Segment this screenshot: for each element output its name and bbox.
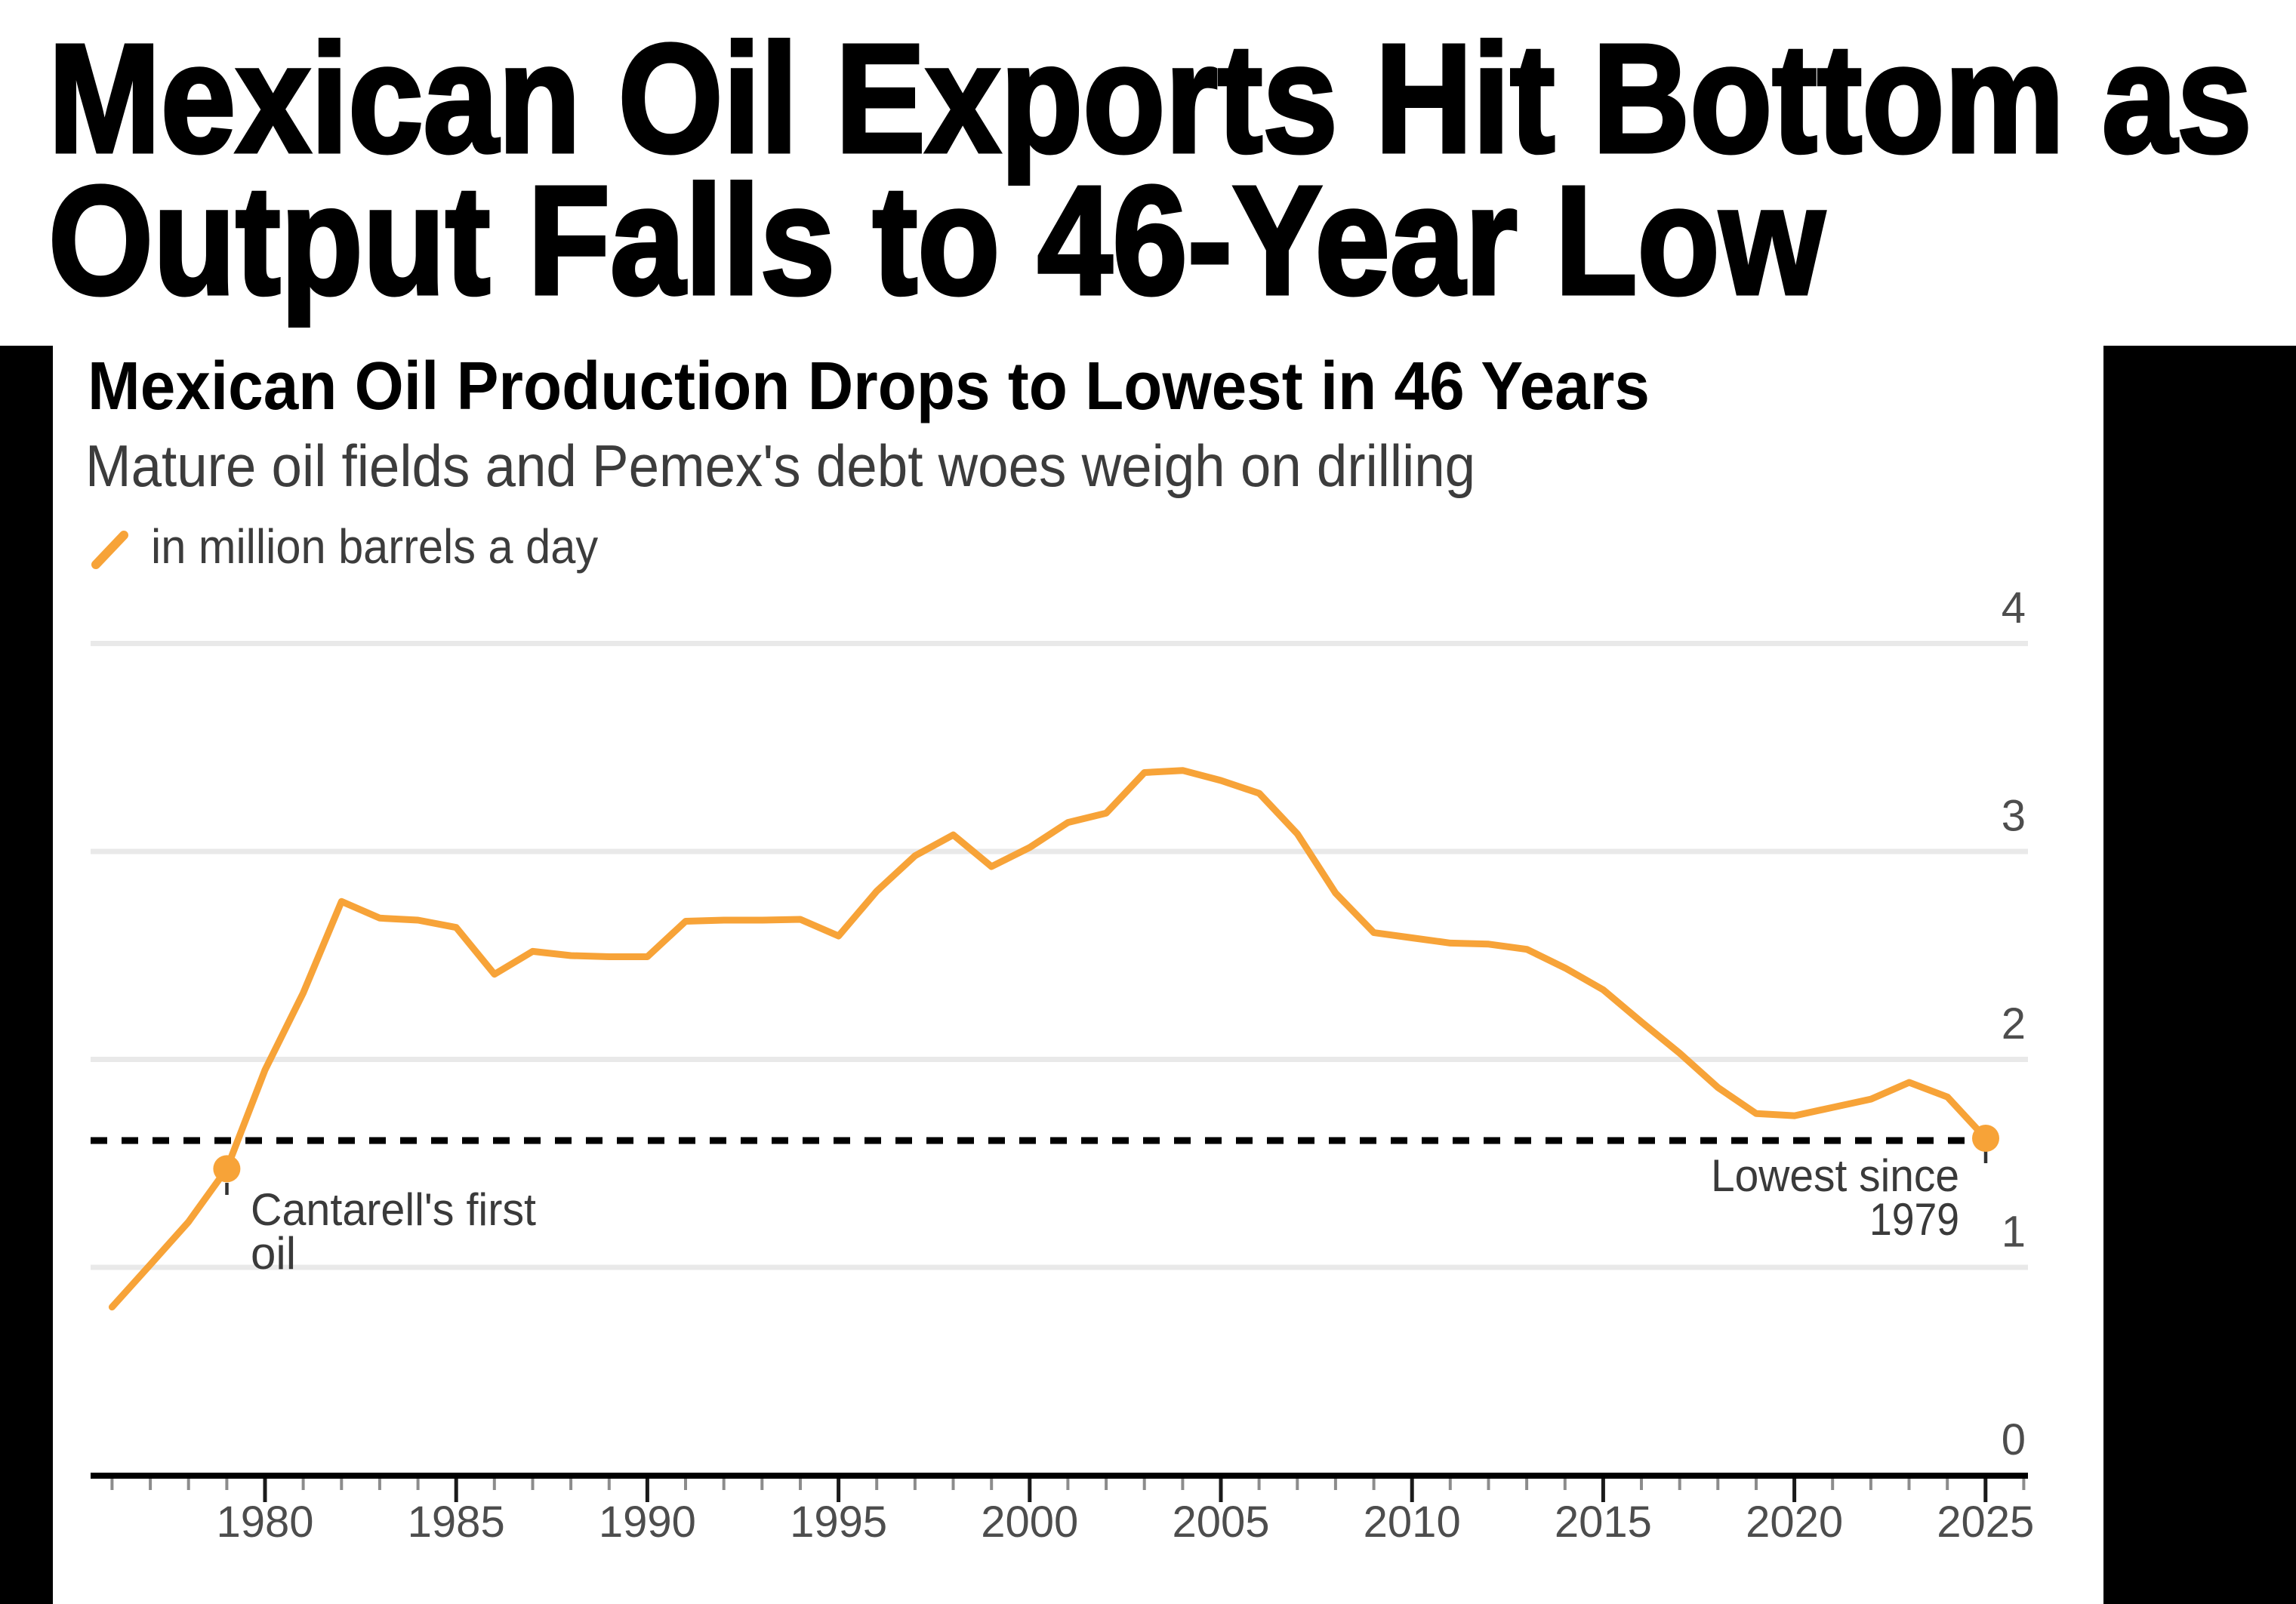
- svg-text:1980: 1980: [216, 1498, 313, 1547]
- svg-text:0: 0: [2002, 1415, 2026, 1464]
- svg-text:1: 1: [2002, 1208, 2026, 1257]
- svg-text:2020: 2020: [1746, 1498, 1843, 1547]
- svg-text:2015: 2015: [1555, 1498, 1652, 1547]
- svg-text:2: 2: [2002, 999, 2026, 1048]
- svg-text:2000: 2000: [981, 1498, 1078, 1547]
- svg-text:2005: 2005: [1172, 1498, 1269, 1547]
- svg-text:1990: 1990: [599, 1498, 696, 1547]
- svg-text:2010: 2010: [1364, 1498, 1461, 1547]
- svg-text:3: 3: [2002, 792, 2026, 841]
- svg-text:1995: 1995: [790, 1498, 887, 1547]
- svg-text:1979: 1979: [1869, 1194, 1959, 1245]
- svg-text:Lowest since: Lowest since: [1711, 1150, 1959, 1201]
- svg-text:2025: 2025: [1937, 1498, 2034, 1547]
- svg-text:1985: 1985: [408, 1498, 505, 1547]
- svg-text:oil: oil: [251, 1228, 296, 1279]
- svg-text:Cantarell's first: Cantarell's first: [251, 1184, 536, 1235]
- svg-text:4: 4: [2002, 583, 2026, 633]
